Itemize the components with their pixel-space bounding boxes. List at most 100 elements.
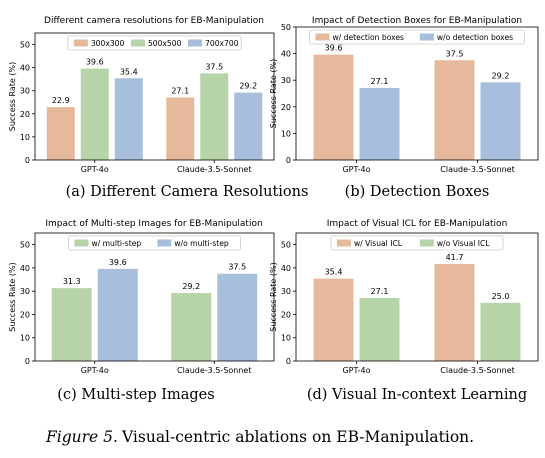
y-tick-label: 0 — [25, 156, 30, 165]
bar — [234, 92, 263, 160]
x-tick-label: Claude-3.5-Sonnet — [177, 165, 251, 174]
x-tick-label: GPT-4o — [342, 165, 370, 174]
x-tick-label: GPT-4o — [81, 165, 109, 174]
legend-label: w/o Visual ICL — [437, 239, 490, 248]
legend-box — [309, 29, 525, 45]
legend: w/ Visual ICL w/o Visual ICL — [330, 235, 504, 251]
subcaption: (a) Different Camera Resolutions — [66, 184, 309, 200]
y-tick-label: 20 — [20, 310, 30, 319]
y-tick-label: 30 — [281, 287, 291, 296]
bar-value-label: 39.6 — [325, 44, 343, 53]
plot-frame — [34, 232, 275, 362]
bar — [114, 78, 143, 160]
legend-swatch — [73, 39, 88, 47]
chart-title: Impact of Multi-step Images for EB-Manip… — [45, 219, 262, 229]
legend-label: w/ Visual ICL — [354, 239, 403, 248]
bar — [359, 297, 400, 361]
legend: w/ detection boxes w/o detection boxes — [309, 29, 525, 45]
legend-label: 700x700 — [205, 39, 239, 48]
bar — [359, 87, 400, 160]
y-tick-label: 0 — [286, 156, 291, 165]
legend-label: w/o detection boxes — [437, 33, 513, 42]
bar — [434, 60, 475, 160]
bar-value-label: 27.1 — [371, 287, 389, 296]
chart-panel-4: Impact of Visual ICL for EB-Manipulation… — [269, 219, 539, 403]
chart-title: Impact of Visual ICL for EB-Manipulation — [327, 219, 508, 229]
y-tick-label: 20 — [281, 103, 291, 112]
legend-label: w/o multi-step — [174, 239, 229, 248]
chart-panel-2: Impact of Detection Boxes for EB-Manipul… — [269, 16, 539, 200]
chart-title: Different camera resolutions for EB-Mani… — [44, 16, 264, 26]
legend-swatch — [315, 33, 330, 41]
plot-frame — [295, 232, 539, 362]
legend-swatch — [336, 239, 351, 247]
legend-label: 500x500 — [148, 39, 182, 48]
y-tick-label: 50 — [20, 241, 30, 250]
y-tick-label: 30 — [20, 87, 30, 96]
y-tick-label: 0 — [25, 357, 30, 366]
bar-value-label: 35.4 — [325, 268, 343, 277]
legend-swatch — [130, 39, 145, 47]
y-tick-label: 0 — [286, 357, 291, 366]
y-tick-label: 40 — [20, 64, 30, 73]
bar — [171, 293, 212, 361]
y-tick-label: 30 — [281, 76, 291, 85]
bar — [200, 73, 229, 160]
chart-panel-1: Different camera resolutions for EB-Mani… — [8, 16, 308, 200]
plot-frame — [34, 32, 275, 161]
bar — [97, 268, 138, 361]
y-tick-label: 50 — [281, 23, 291, 32]
legend-swatch — [74, 239, 89, 247]
charts-container: Different camera resolutions for EB-Mani… — [8, 16, 539, 403]
bar-value-label: 29.2 — [492, 71, 510, 80]
y-axis-label: Success Rate (%) — [8, 62, 17, 131]
bar-value-label: 29.2 — [239, 82, 257, 91]
bar — [480, 302, 521, 361]
bar-value-label: 37.5 — [228, 263, 246, 272]
x-tick-label: Claude-3.5-Sonnet — [440, 165, 514, 174]
bar — [480, 82, 521, 160]
legend-swatch — [188, 39, 203, 47]
bar-value-label: 27.1 — [171, 86, 189, 95]
bar-value-label: 22.9 — [52, 96, 70, 105]
bar-value-label: 39.6 — [109, 258, 127, 267]
x-tick-label: GPT-4o — [342, 366, 370, 375]
bar-value-label: 27.1 — [371, 77, 389, 86]
bar — [46, 107, 75, 160]
x-tick-label: GPT-4o — [81, 366, 109, 375]
bar-value-label: 41.7 — [446, 253, 464, 262]
y-tick-label: 40 — [281, 50, 291, 59]
bar — [217, 273, 258, 361]
y-tick-label: 30 — [20, 287, 30, 296]
legend-box — [330, 235, 504, 251]
bar — [80, 68, 109, 160]
legend-swatch — [157, 239, 172, 247]
y-tick-label: 50 — [281, 241, 291, 250]
subcaption: (c) Multi-step Images — [57, 387, 214, 403]
legend-label: 300x300 — [91, 39, 125, 48]
y-axis-label: Success Rate (%) — [8, 262, 17, 331]
x-tick-label: Claude-3.5-Sonnet — [177, 366, 251, 375]
y-tick-label: 10 — [281, 334, 291, 343]
bar-value-label: 31.3 — [63, 277, 81, 286]
bar-value-label: 25.0 — [492, 292, 510, 301]
y-tick-label: 10 — [281, 129, 291, 138]
y-tick-label: 50 — [20, 41, 30, 50]
legend-label: w/ multi-step — [91, 239, 141, 248]
legend: 300x300 500x500 700x700 — [67, 35, 242, 51]
chart-title: Impact of Detection Boxes for EB-Manipul… — [312, 16, 522, 26]
chart-panel-3: Impact of Multi-step Images for EB-Manip… — [8, 219, 275, 403]
legend-label: w/ detection boxes — [332, 33, 404, 42]
plot-frame — [295, 26, 539, 161]
x-tick-label: Claude-3.5-Sonnet — [440, 366, 514, 375]
bar — [166, 97, 195, 160]
subcaption: (b) Detection Boxes — [345, 184, 490, 200]
legend-box — [68, 235, 241, 251]
subcaption: (d) Visual In-context Learning — [307, 387, 527, 403]
bar-value-label: 37.5 — [446, 49, 464, 58]
bar — [313, 278, 354, 361]
figure-caption-text: Visual-centric ablations on EB-Manipulat… — [121, 428, 474, 446]
y-tick-label: 40 — [281, 264, 291, 273]
bar-value-label: 29.2 — [182, 282, 200, 291]
